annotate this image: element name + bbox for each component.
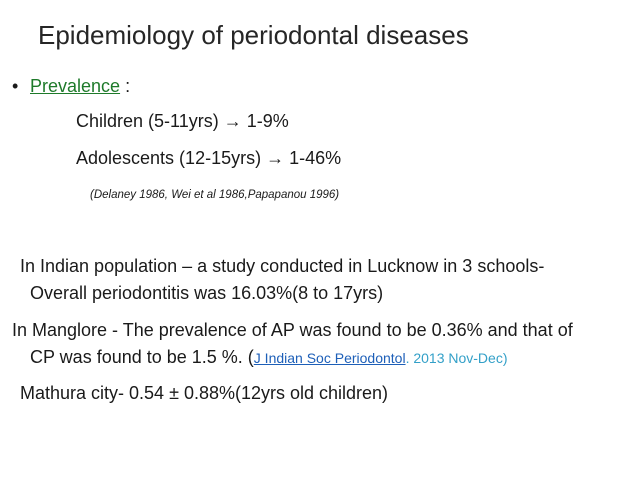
manglore-line-2: CP was found to be 1.5 %. (J Indian Soc …: [30, 347, 508, 368]
manglore-line-2-text: CP was found to be 1.5 %. (: [30, 347, 254, 367]
prevalence-suffix: :: [120, 76, 131, 96]
adolescents-value: 1-46%: [284, 148, 342, 168]
journal-date: . 2013 Nov-Dec): [405, 350, 508, 366]
lucknow-line-2: Overall periodontitis was 16.03%(8 to 17…: [30, 283, 384, 303]
prevalence-link[interactable]: Prevalence: [30, 76, 121, 96]
lucknow-line-1: In Indian population – a study conducted…: [20, 256, 545, 276]
children-value: 1-9%: [241, 111, 289, 131]
bullet-dot-icon: •: [12, 76, 19, 96]
prevalence-bullet: • Prevalence :: [12, 76, 130, 97]
children-row: Children (5-11yrs) → 1-9%: [76, 111, 289, 132]
manglore-line-1: In Manglore - The prevalence of AP was f…: [12, 320, 573, 340]
mathura-line: Mathura city- 0.54 ± 0.88%(12yrs old chi…: [20, 383, 389, 403]
adolescents-row: Adolescents (12-15yrs) → 1-46%: [76, 148, 341, 169]
children-label: Children (5-11yrs): [76, 111, 224, 131]
citation: (Delaney 1986, Wei et al 1986,Papapanou …: [90, 189, 340, 201]
journal-link[interactable]: J Indian Soc Periodontol: [253, 350, 406, 366]
adolescents-label: Adolescents (12-15yrs): [76, 148, 267, 168]
slide-title: Epidemiology of periodontal diseases: [38, 20, 469, 50]
right-arrow-icon: →: [223, 111, 242, 131]
right-arrow-icon: →: [266, 148, 285, 168]
